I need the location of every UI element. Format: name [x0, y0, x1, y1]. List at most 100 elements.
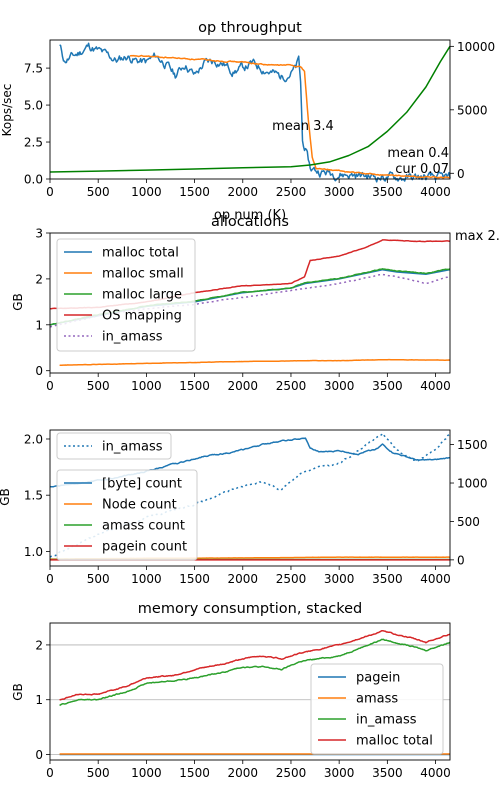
- y-tick-label: 2.5: [24, 136, 43, 150]
- x-tick-label: 1000: [131, 185, 162, 199]
- panel-memory-stacked: memory consumption, stacked GB 0 500 1000 1…: [11, 601, 451, 780]
- throughput-xlabel: op num (K): [214, 208, 286, 223]
- allocations-legend: malloc total malloc small malloc large OS m…: [56, 238, 196, 352]
- x-tick-label: 500: [87, 572, 110, 586]
- legend-label: Node count: [102, 498, 177, 513]
- y-tick-label: 5.0: [24, 99, 43, 113]
- x-tick-label: 2500: [276, 185, 307, 199]
- x-tick-label: 2500: [276, 766, 307, 780]
- memory-ylabel: GB: [11, 683, 25, 701]
- legend-label: malloc total: [356, 734, 433, 749]
- x-tick-label: 2000: [227, 766, 258, 780]
- y-tick-label: 1: [35, 318, 43, 332]
- x-tick-label: 0: [46, 572, 54, 586]
- legend-label: malloc total: [102, 246, 179, 261]
- legend-label: in_amass: [356, 713, 417, 728]
- x-tick-label: 1500: [179, 185, 210, 199]
- allocations-legend-box: [56, 238, 196, 352]
- x-tick-label: 1500: [179, 766, 210, 780]
- x-tick-label: 1000: [131, 572, 162, 586]
- x-tick-label: 3000: [324, 766, 355, 780]
- x-tick-label: 1000: [131, 379, 162, 393]
- y-tick-label: 2: [35, 638, 43, 652]
- x-tick-label: 3500: [372, 766, 403, 780]
- panel-allocations: allocations GB max 2. 0 500 1000 1500 2000 25…: [11, 214, 500, 393]
- legend-label: pagein count: [102, 540, 187, 555]
- y-tick-label: 2.0: [24, 432, 43, 446]
- x-tick-label: 3000: [324, 379, 355, 393]
- memory-title: memory consumption, stacked: [138, 601, 362, 617]
- y2-tick-label: 1500: [457, 438, 488, 452]
- legend-label: in_amass: [102, 440, 163, 455]
- y2-tick-label: 5000: [457, 103, 488, 117]
- legend-label: in_amass: [102, 330, 163, 345]
- x-tick-label: 3000: [324, 572, 355, 586]
- x-tick-label: 4000: [420, 766, 451, 780]
- x-tick-label: 0: [46, 766, 54, 780]
- memory-legend-box: [310, 663, 444, 755]
- throughput-annotation-cur: cur 0.07: [395, 162, 449, 177]
- allocations-annotation-max: max 2.: [455, 229, 500, 244]
- series-line: [59, 358, 451, 367]
- series-line: [129, 54, 450, 179]
- x-tick-label: 2000: [227, 572, 258, 586]
- x-tick-label: 4000: [420, 379, 451, 393]
- x-tick-label: 500: [87, 379, 110, 393]
- legend-label: OS mapping: [102, 309, 182, 324]
- throughput-axes-frame: [49, 39, 451, 180]
- x-tick-label: 1500: [179, 572, 210, 586]
- y2-tick-label: 0: [457, 167, 465, 181]
- series-line: [59, 638, 451, 707]
- allocations-axes-frame: [49, 232, 451, 374]
- y-tick-label: 3: [35, 227, 43, 241]
- allocations-ylabel: GB: [11, 293, 25, 311]
- y-tick-label: 0: [35, 748, 43, 762]
- legend-label: [byte] count: [102, 477, 182, 492]
- y-tick-label: 7.5: [24, 62, 43, 76]
- y2-tick-label: 500: [457, 515, 480, 529]
- x-tick-label: 2000: [227, 379, 258, 393]
- legend-label: amass count: [102, 519, 185, 534]
- x-tick-label: 2500: [276, 379, 307, 393]
- y-tick-label: 0.0: [24, 173, 43, 187]
- counts-legend: [byte] count Node count amass count pagein …: [56, 469, 198, 561]
- legend-label: malloc large: [102, 288, 182, 303]
- throughput-title: op throughput: [198, 20, 302, 36]
- memory-axes-frame: [49, 622, 451, 761]
- x-tick-label: 500: [87, 766, 110, 780]
- series-line: [59, 630, 451, 701]
- series-line: [59, 42, 451, 183]
- x-tick-label: 3500: [372, 379, 403, 393]
- legend-label: malloc small: [102, 267, 184, 282]
- x-tick-label: 3500: [372, 572, 403, 586]
- x-tick-label: 3500: [372, 185, 403, 199]
- x-tick-label: 2500: [276, 572, 307, 586]
- counts-legend-top-box: [56, 432, 172, 460]
- legend-label: pagein: [356, 671, 400, 686]
- panel-counts: GB 0 500 1000 1500 2000 2500 3000 3500 4000 1.0 1.…: [0, 429, 488, 586]
- x-tick-label: 3000: [324, 185, 355, 199]
- y-tick-label: 2: [35, 272, 43, 286]
- x-tick-label: 0: [46, 185, 54, 199]
- y-tick-label: 1.5: [24, 489, 43, 503]
- legend-label: amass: [356, 692, 398, 707]
- throughput-ylabel: Kops/sec: [0, 84, 14, 137]
- panel-throughput: op throughput Kops/sec op num (K) 0 500 10…: [0, 20, 495, 223]
- x-tick-label: 4000: [420, 572, 451, 586]
- counts-axes-frame: [49, 429, 451, 567]
- x-tick-label: 0: [46, 379, 54, 393]
- x-tick-label: 4000: [420, 185, 451, 199]
- allocations-title: allocations: [211, 214, 289, 230]
- y2-tick-label: 1000: [457, 477, 488, 491]
- counts-legend-box: [56, 469, 198, 561]
- y-tick-label: 1: [35, 693, 43, 707]
- x-tick-label: 1000: [131, 766, 162, 780]
- x-tick-label: 1500: [179, 379, 210, 393]
- counts-legend-top: in_amass: [56, 432, 172, 460]
- y-tick-label: 0: [35, 364, 43, 378]
- x-tick-label: 2000: [227, 185, 258, 199]
- counts-ylabel: GB: [0, 488, 12, 506]
- series-line: [49, 45, 451, 173]
